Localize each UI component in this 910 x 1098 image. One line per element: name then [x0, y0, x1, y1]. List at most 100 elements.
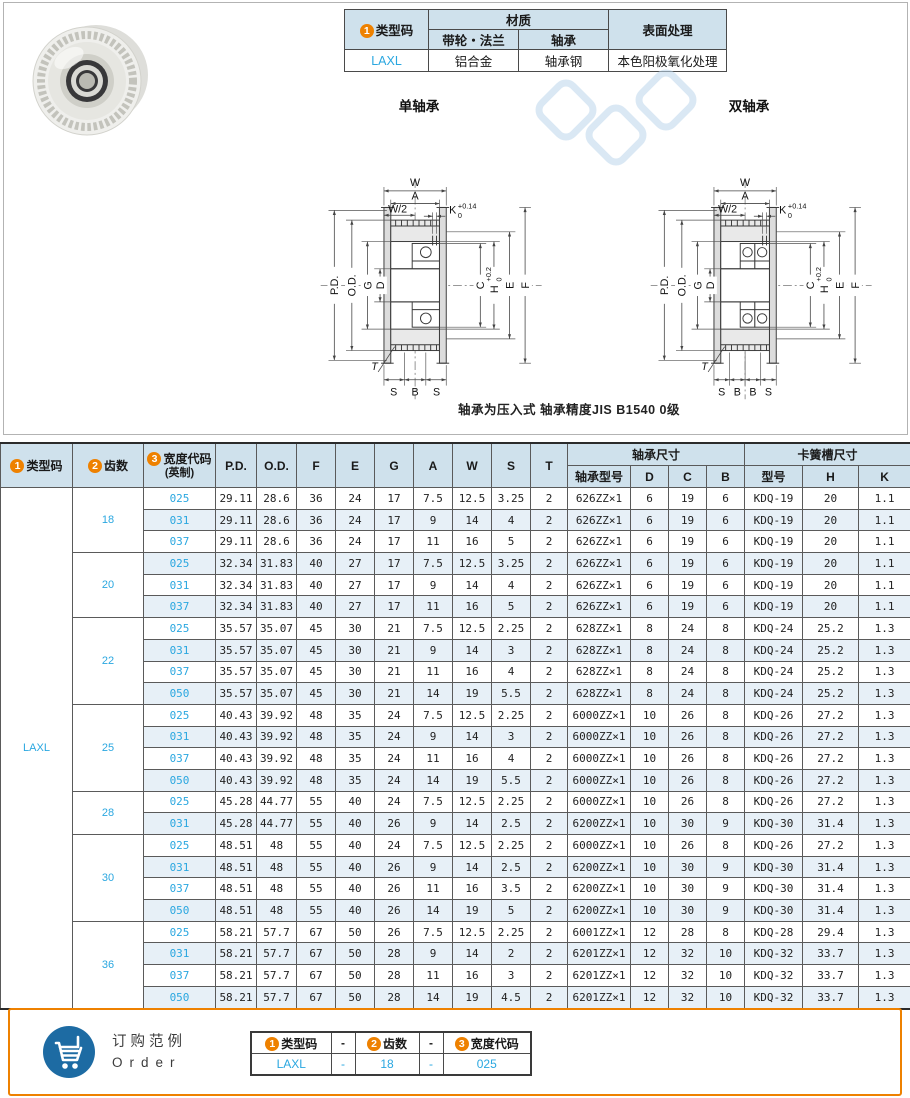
spec-value-cell: 628ZZ×1	[567, 660, 631, 684]
type-code-cell: LAXL	[0, 487, 73, 1009]
pulley-flange-header: 带轮・法兰	[428, 29, 519, 50]
spec-value-cell: 2	[530, 552, 568, 575]
svg-text:T: T	[701, 361, 709, 373]
spec-value-cell: 26	[668, 768, 707, 792]
spec-value-cell: 10	[630, 899, 669, 922]
spec-value-cell: 36	[296, 530, 336, 554]
spec-value-cell: KDQ-28	[744, 920, 804, 944]
spec-value-cell: 48	[296, 725, 336, 749]
header-t: T	[530, 442, 568, 488]
spec-value-cell: 40	[335, 855, 375, 879]
spec-value-cell: 32.34	[215, 552, 257, 575]
spec-value-cell: 1.3	[858, 834, 910, 857]
spec-value-cell: 14	[413, 985, 453, 1010]
spec-value-cell: 1.3	[858, 725, 910, 749]
spec-value-cell: 16	[452, 747, 492, 770]
spec-value-cell: 26	[374, 877, 414, 901]
spec-value-cell: 55	[296, 812, 336, 835]
spec-value-cell: 5	[491, 595, 531, 619]
spec-value-cell: 2	[530, 964, 568, 987]
type-code-value: LAXL	[344, 49, 429, 72]
svg-text:K: K	[449, 204, 457, 216]
spec-value-cell: 17	[374, 530, 414, 554]
svg-text:W: W	[740, 177, 751, 189]
spec-value-cell: 29.11	[215, 487, 257, 510]
spec-value-cell: 6000ZZ×1	[567, 768, 631, 792]
spec-value-cell: 24	[374, 768, 414, 792]
spec-value-cell: 9	[413, 638, 453, 662]
spec-value-cell: 55	[296, 855, 336, 879]
spec-value-cell: 1.3	[858, 747, 910, 770]
spec-value-cell: 14	[452, 508, 492, 532]
spec-value-cell: 4.5	[491, 985, 531, 1010]
spec-value-cell: 2	[530, 812, 568, 835]
diagram-single-bearing: 单轴承	[260, 95, 578, 407]
material-type-header: 1 类型码	[344, 9, 429, 50]
spec-value-cell: 1.1	[858, 487, 910, 510]
teeth-count-cell: 28	[72, 790, 144, 836]
teeth-count-cell: 36	[72, 920, 144, 1010]
spec-value-cell: 2.25	[491, 920, 531, 944]
spec-value-cell: 27.2	[802, 768, 860, 792]
bearing-header: 轴承	[518, 29, 609, 50]
spec-value-cell: 26	[374, 812, 414, 835]
spec-value-cell: 8	[705, 617, 746, 640]
spec-value-cell: 40.43	[215, 747, 257, 770]
spec-value-cell: 24	[374, 703, 414, 727]
spec-value-cell: 1.3	[858, 812, 910, 835]
spec-value-cell: 20	[802, 552, 860, 575]
spec-value-cell: 6001ZZ×1	[567, 920, 631, 944]
spec-value-cell: 58.21	[215, 964, 257, 987]
spec-value-cell: 32	[668, 985, 707, 1010]
spec-value-cell: 6000ZZ×1	[567, 790, 631, 814]
spec-value-cell: 24	[374, 834, 414, 857]
spec-value-cell: 1.3	[858, 703, 910, 727]
spec-value-cell: 12.5	[452, 617, 492, 640]
spec-value-cell: 55	[296, 899, 336, 922]
spec-value-cell: 5.5	[491, 768, 531, 792]
spec-row: 050 48.51 48 55 40 26 14 19 5 2 6200ZZ×1 10 30 9 KDQ-3…	[1, 899, 910, 922]
spec-value-cell: 17	[374, 573, 414, 597]
svg-text:S: S	[765, 386, 772, 398]
spec-value-cell: 39.92	[256, 703, 297, 727]
spec-value-cell: 14	[452, 942, 492, 966]
svg-text:K: K	[779, 204, 787, 216]
width-code-cell: 050	[143, 899, 216, 922]
spec-value-cell: 1.1	[858, 595, 910, 619]
spec-value-cell: 8	[630, 617, 669, 640]
spec-value-cell: 16	[452, 877, 492, 901]
spec-value-cell: 28.6	[256, 508, 297, 532]
spec-value-cell: 50	[335, 942, 375, 966]
spec-value-cell: 35.07	[256, 638, 297, 662]
spec-row: 36 025 58.21 57.7 67 50 26 7.5 12.5 2.25 2 6001ZZ×1…	[1, 920, 910, 1010]
width-code-cell: 025	[143, 790, 216, 814]
spec-value-cell: 6000ZZ×1	[567, 834, 631, 857]
spec-value-cell: 6201ZZ×1	[567, 964, 631, 987]
width-code-cell: 037	[143, 530, 216, 554]
spec-value-cell: 3.25	[491, 552, 531, 575]
spec-value-cell: 11	[413, 964, 453, 987]
spec-value-cell: 67	[296, 920, 336, 944]
spec-value-cell: 6	[705, 487, 746, 510]
spec-value-cell: 8	[705, 920, 746, 944]
bearing-material-value: 轴承钢	[518, 49, 609, 72]
spec-value-cell: 25.2	[802, 617, 860, 640]
spec-value-cell: 2	[530, 617, 568, 640]
spec-value-cell: 35.57	[215, 617, 257, 640]
spec-value-cell: 626ZZ×1	[567, 595, 631, 619]
spec-value-cell: 8	[705, 703, 746, 727]
spec-value-cell: 31.83	[256, 552, 297, 575]
spec-value-cell: 9	[413, 855, 453, 879]
spec-value-cell: 28	[668, 920, 707, 944]
spec-value-cell: 6	[705, 595, 746, 619]
spec-value-cell: KDQ-19	[744, 487, 804, 510]
spec-value-cell: 2	[530, 834, 568, 857]
spec-value-cell: 35.57	[215, 638, 257, 662]
spec-value-cell: 39.92	[256, 725, 297, 749]
spec-value-cell: 14	[452, 812, 492, 835]
spec-value-cell: 67	[296, 942, 336, 966]
spec-value-cell: 7.5	[413, 617, 453, 640]
spec-value-cell: 1.1	[858, 552, 910, 575]
width-code-cell: 037	[143, 964, 216, 987]
spec-value-cell: 45.28	[215, 790, 257, 814]
